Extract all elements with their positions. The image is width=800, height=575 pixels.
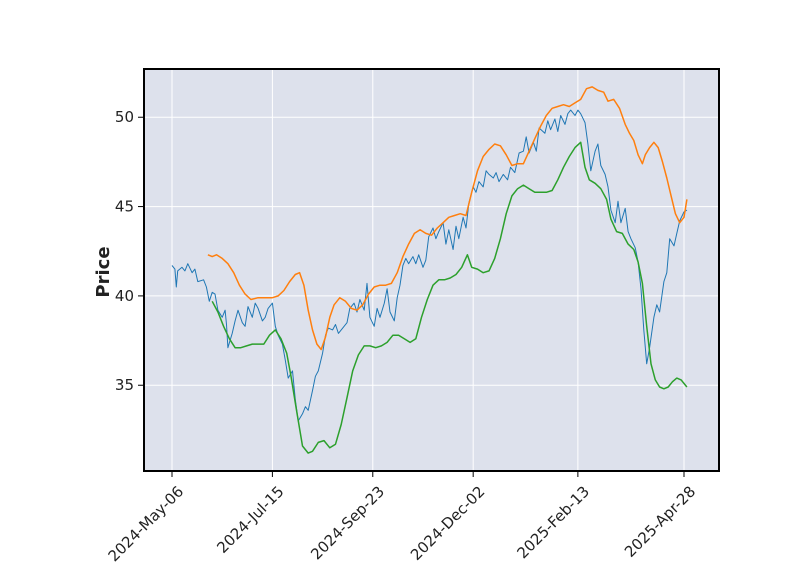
x-tick-label: 2024-Jul-15 — [213, 483, 287, 557]
series-2-line — [207, 86, 688, 351]
series-lines — [171, 86, 688, 454]
y-tick-label: 50 — [115, 108, 134, 126]
y-tick-label: 40 — [115, 287, 134, 305]
series-3-line — [211, 141, 688, 454]
y-tick-label: 35 — [115, 376, 134, 394]
series-1-line — [171, 109, 688, 422]
x-tick-label: 2024-Sep-23 — [307, 483, 388, 564]
x-tick-label: 2025-Feb-13 — [513, 483, 593, 563]
y-tick-label: 45 — [115, 198, 134, 216]
y-axis-title: Price — [93, 246, 114, 297]
x-tick-label: 2024-Dec-02 — [407, 483, 488, 564]
x-tick-label: 2025-Apr-28 — [621, 483, 699, 561]
x-tick-label: 2024-May-06 — [105, 483, 188, 566]
plot-frame — [143, 68, 720, 472]
plot-background — [144, 69, 719, 471]
